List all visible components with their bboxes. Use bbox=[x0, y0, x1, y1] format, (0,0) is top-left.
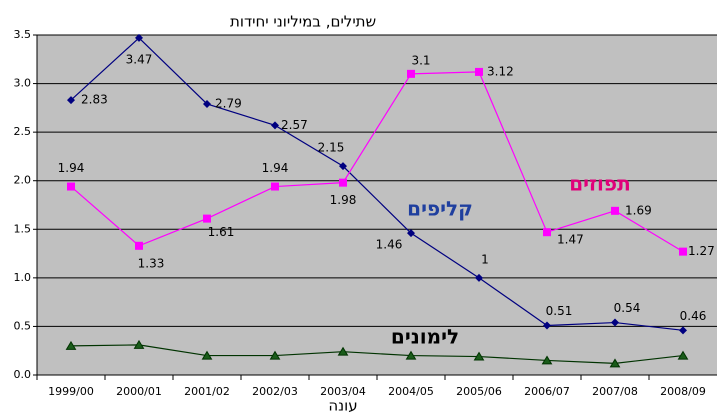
marker bbox=[203, 214, 211, 223]
marker bbox=[67, 96, 75, 105]
marker bbox=[67, 182, 75, 191]
marker bbox=[679, 247, 687, 256]
data-label: 1.46 bbox=[376, 238, 403, 252]
y-tick-label: 0.0 bbox=[14, 368, 32, 381]
data-label: 1 bbox=[481, 252, 489, 266]
marker bbox=[135, 33, 143, 42]
marker bbox=[201, 350, 213, 360]
marker bbox=[271, 121, 279, 130]
marker bbox=[339, 162, 347, 171]
x-tick-label: 1999/00 bbox=[48, 385, 94, 398]
x-tick-label: 2002/03 bbox=[252, 385, 298, 398]
marker bbox=[543, 228, 551, 237]
marker bbox=[271, 182, 279, 191]
y-tick-label: 3.5 bbox=[14, 28, 32, 41]
data-label: 1.94 bbox=[58, 161, 85, 175]
data-label: 1.94 bbox=[262, 161, 289, 175]
marker bbox=[679, 326, 687, 335]
y-axis-title: שתילים, במיליוני יחידות bbox=[230, 13, 376, 31]
x-tick-label: 2003/04 bbox=[320, 385, 366, 398]
x-tick-label: 2004/05 bbox=[388, 385, 434, 398]
x-tick-label: 2006/07 bbox=[524, 385, 570, 398]
marker bbox=[65, 340, 77, 350]
data-label: 0.46 bbox=[680, 309, 707, 323]
series-line bbox=[70, 71, 684, 253]
data-label: 2.15 bbox=[318, 141, 345, 155]
data-label: 1.47 bbox=[557, 233, 584, 247]
data-label: 1.69 bbox=[625, 203, 652, 217]
marker bbox=[611, 206, 619, 215]
series-name: קליפים bbox=[407, 197, 473, 221]
x-axis-title: עונה bbox=[328, 397, 357, 415]
y-tick-label: 2.0 bbox=[14, 174, 32, 187]
data-label: 1.98 bbox=[330, 193, 357, 207]
data-label: 2.83 bbox=[81, 93, 108, 107]
x-tick-label: 2000/01 bbox=[116, 385, 162, 398]
marker bbox=[203, 99, 211, 108]
marker bbox=[475, 273, 483, 282]
plot-area bbox=[37, 35, 717, 375]
x-tick-label: 2005/06 bbox=[456, 385, 502, 398]
marker bbox=[541, 355, 553, 365]
y-tick-label: 1.5 bbox=[14, 222, 32, 235]
x-tick-label: 2008/09 bbox=[660, 385, 706, 398]
series-name: לימונים bbox=[391, 325, 459, 349]
x-tick-label: 2001/02 bbox=[184, 385, 230, 398]
marker bbox=[133, 339, 145, 349]
marker bbox=[475, 67, 483, 76]
y-tick-label: 0.5 bbox=[14, 319, 32, 332]
data-label: 0.54 bbox=[614, 301, 641, 315]
marker bbox=[609, 358, 621, 368]
marker bbox=[611, 318, 619, 327]
data-label: 1.33 bbox=[138, 256, 165, 270]
x-tick-label: 2007/08 bbox=[592, 385, 638, 398]
marker bbox=[405, 350, 417, 360]
marker bbox=[677, 350, 689, 360]
series-name: תפוזים bbox=[569, 172, 631, 196]
marker bbox=[337, 346, 349, 356]
data-label: 2.57 bbox=[281, 118, 308, 132]
marker bbox=[543, 321, 551, 330]
data-label: 3.12 bbox=[487, 64, 514, 78]
marker bbox=[407, 229, 415, 238]
marker bbox=[269, 350, 281, 360]
series-line bbox=[70, 344, 684, 364]
marker bbox=[473, 351, 485, 361]
marker bbox=[407, 69, 415, 78]
data-label: 2.79 bbox=[215, 96, 242, 110]
data-label: 1.27 bbox=[688, 244, 715, 258]
y-tick-label: 1.0 bbox=[14, 271, 32, 284]
y-tick-label: 2.5 bbox=[14, 125, 32, 138]
data-label: 3.47 bbox=[126, 52, 153, 66]
y-tick-label: 3.0 bbox=[14, 77, 32, 90]
series-line bbox=[70, 37, 684, 331]
marker bbox=[339, 178, 347, 187]
data-label: 1.61 bbox=[208, 225, 235, 239]
data-label: 0.51 bbox=[546, 304, 573, 318]
data-label: 3.1 bbox=[411, 53, 430, 67]
marker bbox=[135, 241, 143, 250]
